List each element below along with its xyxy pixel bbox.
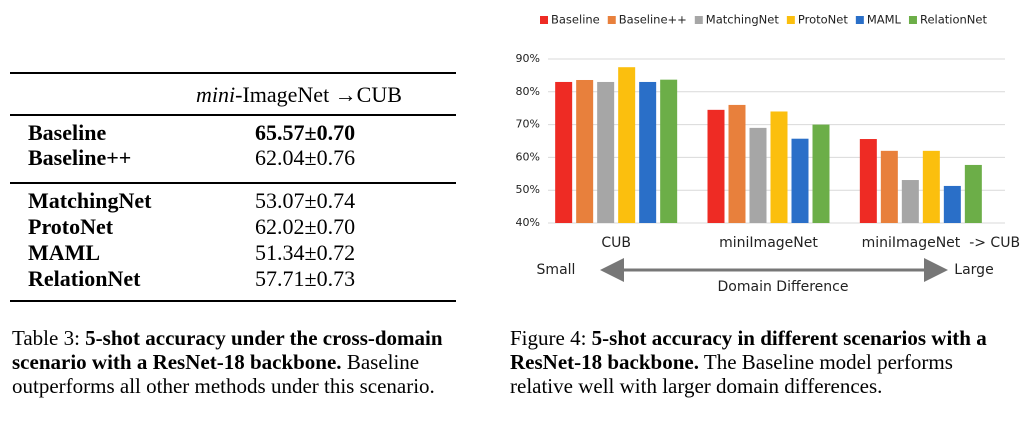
value-cell: 62.04±0.76 (255, 145, 356, 170)
legend-label: Baseline++ (619, 13, 687, 27)
axis-title: Domain Difference (718, 279, 849, 295)
bar (943, 185, 961, 223)
bar (728, 104, 746, 223)
bar (859, 139, 877, 223)
method-cell: ProtoNet (28, 214, 114, 239)
bottom-rule (10, 300, 456, 302)
value-cell: 62.02±0.70 (255, 214, 356, 239)
value-cell: 51.34±0.72 (255, 240, 356, 265)
bar (812, 124, 830, 223)
bar (922, 150, 940, 223)
caption-label: Table 3: (12, 326, 80, 350)
bar (707, 109, 725, 223)
method-cell: Baseline++ (28, 145, 132, 170)
annotation: Small (537, 262, 576, 278)
legend-swatch (540, 16, 548, 24)
y-tick-label: 40% (516, 216, 540, 229)
legend-swatch (607, 16, 616, 24)
method-cell: MAML (28, 240, 101, 265)
bar (880, 150, 898, 223)
table-caption: Table 3: 5-shot accuracy under the cross… (12, 326, 457, 398)
bar (660, 79, 678, 223)
value-cell: 57.71±0.73 (255, 266, 356, 291)
legend-label: RelationNet (920, 13, 987, 27)
value-cell: 65.57±0.70 (255, 120, 356, 145)
bar (770, 111, 788, 223)
mid-rule (10, 114, 456, 116)
bar (639, 81, 657, 224)
header-italic: mini (196, 82, 236, 107)
bar (791, 138, 809, 223)
legend-label: Baseline (551, 13, 600, 27)
legend-swatch (908, 16, 917, 24)
caption-text: The Baseline model performs relative wel… (510, 350, 953, 398)
value-cell: 53.07±0.74 (255, 188, 356, 213)
legend-swatch (786, 16, 795, 24)
chart: Small Large Domain Difference 40% 50% 60% 7… (516, 13, 1021, 296)
y-tick-label: 80% (516, 85, 540, 98)
method-cell: Baseline (28, 120, 107, 145)
figure-caption: Figure 4: 5-shot accuracy in different s… (510, 326, 1015, 398)
caption-label: Figure 4: (510, 326, 587, 350)
x-tick-label: miniImageNet (719, 235, 818, 251)
x-tick-label: miniImageNet -> CUB (862, 235, 1020, 251)
group-rule (10, 182, 456, 184)
x-tick-label: CUB (601, 235, 631, 251)
y-tick-label: 60% (516, 150, 540, 163)
top-rule (10, 72, 456, 74)
bar (597, 81, 615, 224)
legend-label: MatchingNet (706, 13, 780, 27)
legend-label: ProtoNet (798, 13, 848, 27)
bar (749, 127, 767, 223)
bar (964, 164, 982, 223)
method-cell: MatchingNet (28, 188, 152, 213)
bar (901, 180, 919, 223)
bar (555, 81, 573, 224)
legend-swatch (694, 16, 703, 24)
caption-bold: 5-shot accuracy in different scenarios w… (510, 326, 987, 374)
header: mini-ImageNet →CUB (196, 82, 402, 108)
y-tick-label: 70% (516, 118, 540, 131)
caption-bold: 5-shot accuracy under the cross-domain s… (12, 326, 443, 374)
legend-label: MAML (867, 13, 902, 27)
bar (618, 67, 636, 223)
method-cell: RelationNet (28, 266, 141, 291)
bar (576, 79, 594, 223)
y-tick-label: 90% (516, 52, 540, 65)
y-tick-label: 50% (516, 183, 540, 196)
caption-text: Baseline outperforms all other methods u… (12, 350, 435, 398)
annotation: Large (954, 262, 993, 278)
legend-swatch (855, 16, 864, 24)
header-rest: -ImageNet →CUB (235, 82, 402, 107)
